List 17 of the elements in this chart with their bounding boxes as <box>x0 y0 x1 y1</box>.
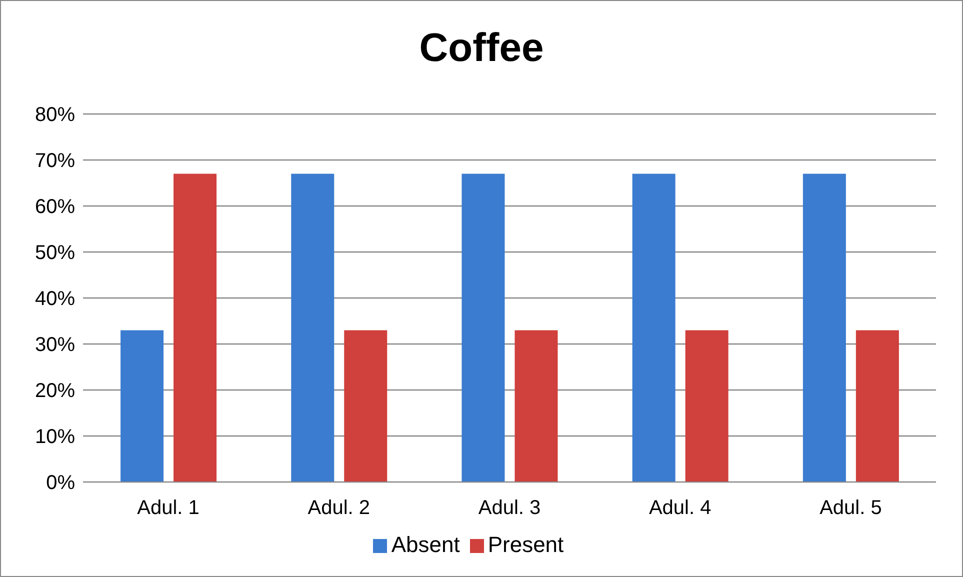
x-tick-label: Adul. 5 <box>820 497 882 520</box>
y-tick-label: 30% <box>34 334 76 356</box>
y-tick-label: 10% <box>34 426 76 448</box>
chart-title: Coffee <box>418 26 545 71</box>
x-tick-label: Adul. 3 <box>478 497 541 520</box>
y-tick-label: 40% <box>34 288 76 310</box>
y-tick-label: 20% <box>34 380 76 402</box>
y-tick-label: 70% <box>34 150 76 172</box>
legend-label: Absent <box>391 532 460 557</box>
x-tick-label: Adul. 2 <box>308 497 370 520</box>
x-tick-label: Adul. 4 <box>648 497 712 520</box>
y-tick-label: 80% <box>34 104 76 126</box>
legend-label: Present <box>488 532 564 557</box>
y-tick-label: 0% <box>46 472 76 494</box>
y-tick-label: 50% <box>34 242 76 264</box>
x-tick-label: Adul. 1 <box>137 497 200 520</box>
y-tick-label: 60% <box>34 196 76 218</box>
